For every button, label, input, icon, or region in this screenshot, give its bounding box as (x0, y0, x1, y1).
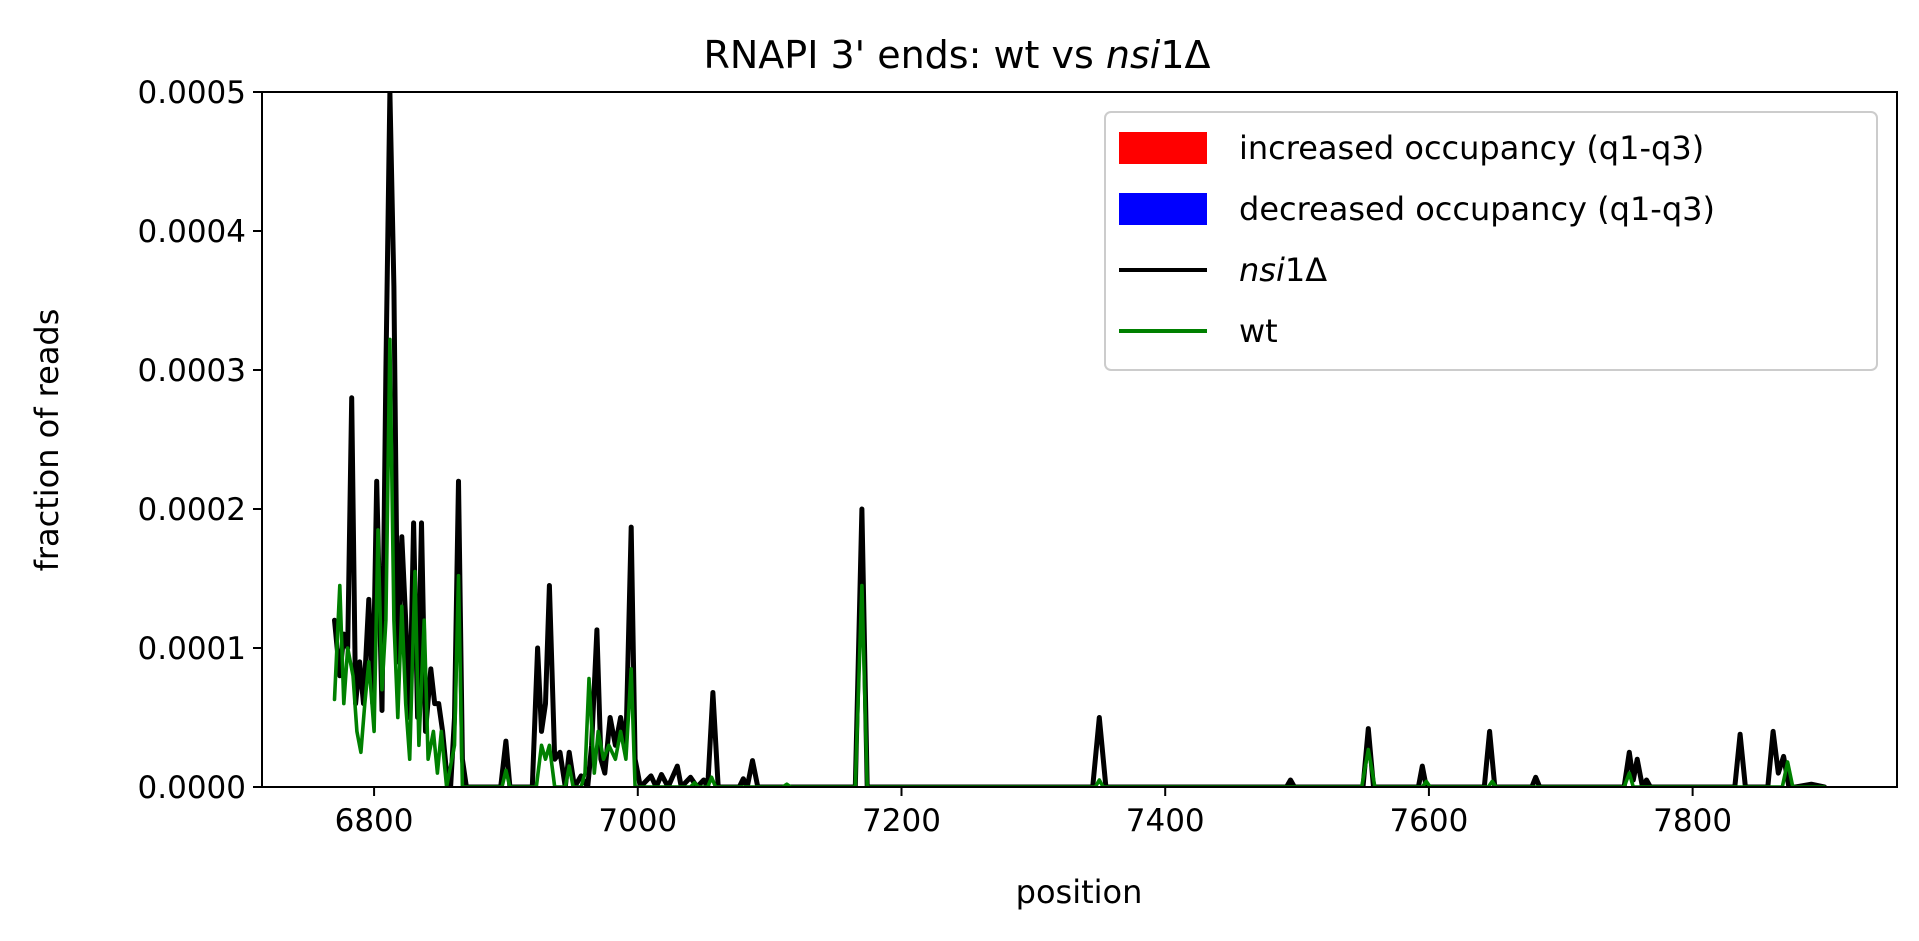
legend: increased occupancy (q1-q3) decreased occ… (1104, 111, 1878, 371)
legend-label: decreased occupancy (q1-q3) (1239, 190, 1715, 228)
x-tick-label: 7400 (1126, 803, 1205, 839)
x-axis-label: position (1016, 873, 1143, 911)
y-tick-label: 0.0005 (138, 75, 246, 111)
chart-title: RNAPI 3' ends: wt vs nsi1Δ (703, 33, 1210, 77)
legend-patch (1119, 193, 1207, 225)
x-tick-label: 7200 (862, 803, 941, 839)
legend-label: nsi1Δ (1239, 251, 1327, 289)
series-line-wt (332, 337, 1827, 787)
plot-area (332, 92, 1827, 787)
chart-title-suffix: 1Δ (1160, 33, 1210, 77)
legend-label: wt (1239, 312, 1278, 350)
x-tick-label: 7800 (1653, 803, 1732, 839)
y-tick-label: 0.0003 (138, 353, 246, 389)
y-axis: 0.0000 0.0001 0.0002 0.0003 0.0004 0.0005 (138, 75, 262, 806)
chart-title-italic: nsi (1106, 33, 1161, 77)
x-tick-label: 6800 (335, 803, 414, 839)
legend-label: increased occupancy (q1-q3) (1239, 129, 1704, 167)
y-axis-label: fraction of reads (28, 309, 66, 572)
series-layer (332, 92, 1827, 787)
legend-box (1104, 111, 1878, 371)
x-tick-label: 7000 (598, 803, 677, 839)
y-tick-label: 0.0002 (138, 492, 246, 528)
axes-frame (261, 91, 1898, 788)
y-tick-label: 0.0004 (138, 214, 246, 250)
y-tick-label: 0.0001 (138, 631, 246, 667)
x-axis: 6800 7000 7200 7400 7600 7800 (335, 787, 1732, 839)
y-tick-label: 0.0000 (138, 770, 246, 806)
x-tick-label: 7600 (1389, 803, 1468, 839)
legend-patch (1119, 132, 1207, 164)
chart-title-prefix: RNAPI 3' ends: wt vs (703, 33, 1105, 77)
